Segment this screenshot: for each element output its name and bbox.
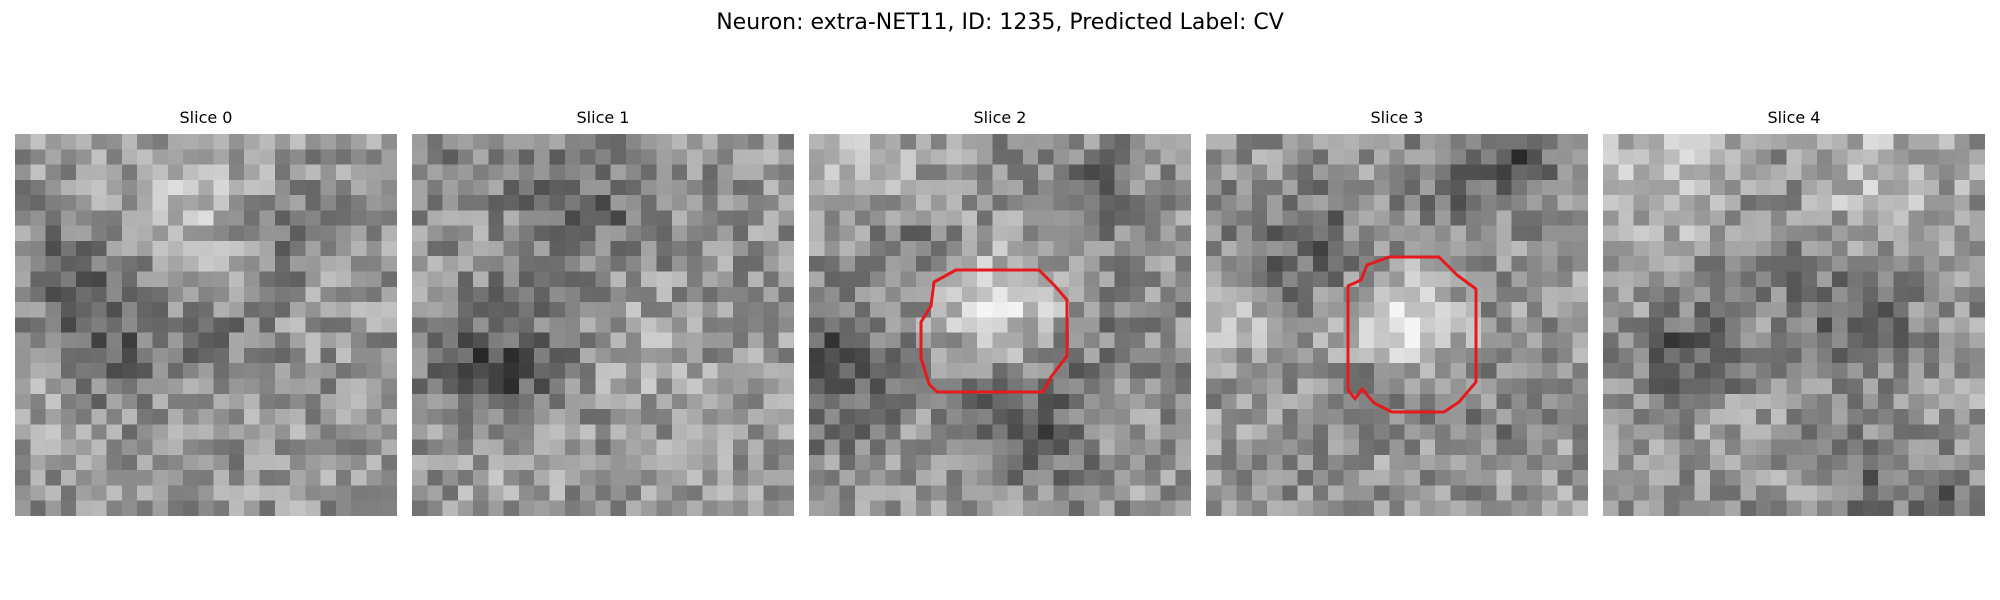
slice-title-0: Slice 0	[179, 108, 233, 127]
figure-title: Neuron: extra-NET11, ID: 1235, Predicted…	[716, 10, 1284, 35]
neuron-outline-2	[919, 268, 1069, 394]
neuron-outline-3	[1346, 255, 1478, 414]
slice-title-3: Slice 3	[1370, 108, 1424, 127]
slice-panel-2: Slice 2	[809, 108, 1191, 518]
slice-panel-0: Slice 0	[15, 108, 397, 518]
slice-image-2	[809, 134, 1191, 516]
slice-title-1: Slice 1	[576, 108, 630, 127]
slice-title-4: Slice 4	[1767, 108, 1821, 127]
slice-image-3	[1206, 134, 1588, 516]
slice-image-0	[15, 134, 397, 516]
slice-panel-4: Slice 4	[1603, 108, 1985, 518]
slice-title-2: Slice 2	[973, 108, 1027, 127]
slice-panel-3: Slice 3	[1206, 108, 1588, 518]
slice-panel-1: Slice 1	[412, 108, 794, 518]
slice-image-1	[412, 134, 794, 516]
slice-image-4	[1603, 134, 1985, 516]
